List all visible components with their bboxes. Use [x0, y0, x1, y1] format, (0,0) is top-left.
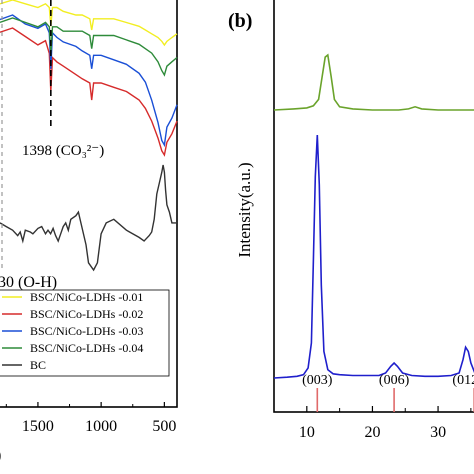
- xrd-x-ticks: 10 20 30: [299, 406, 472, 441]
- ftir-series-line: [0, 27, 178, 157]
- legend-box: [0, 289, 170, 377]
- legend-label: BSC/NiCo-LDHs -0.03: [30, 324, 143, 338]
- legend-label: BC: [30, 358, 46, 372]
- ftir-panel: 1398 (CO₃²⁻) 30 (O-H) BSC/NiCo-LDHs -0.0…: [0, 0, 178, 464]
- ftir-series-line: [0, 14, 178, 148]
- xrd-reference-lines: [316, 388, 474, 412]
- ftir-x-ticks: 1500 1000 500: [5, 402, 176, 435]
- ftir-x-tick-label: 1000: [85, 418, 117, 435]
- xrd-series-line: [273, 134, 474, 379]
- xrd-peak-label: (012): [452, 373, 474, 388]
- xrd-peak-label: (006): [379, 373, 410, 388]
- co3-annotation: 1398 (CO₃²⁻): [22, 143, 104, 159]
- xrd-x-tick-label: 30: [430, 424, 446, 441]
- ftir-plot-frame: [0, 0, 178, 408]
- xrd-panel: (b) Intensity(a.u.) (003) (006) (012) 10 20…: [228, 0, 474, 441]
- xrd-x-tick-label: 20: [364, 424, 380, 441]
- xrd-plot-frame: [273, 0, 474, 413]
- ftir-x-tick-label: 1500: [22, 418, 54, 435]
- xrd-series-line: [273, 53, 474, 111]
- ftir-x-tick-label: 500: [152, 418, 176, 435]
- xrd-series-group: [273, 53, 474, 379]
- xrd-peak-labels: (003) (006) (012): [302, 373, 474, 388]
- ftir-x-axis-fragment: ): [0, 447, 1, 464]
- ftir-series-line: [0, 0, 178, 47]
- xrd-y-axis-label: Intensity(a.u.): [235, 162, 254, 257]
- xrd-peak-label: (003): [302, 373, 333, 388]
- oh-annotation: 30 (O-H): [0, 274, 57, 291]
- panel-b-label: (b): [228, 10, 252, 32]
- legend-label: BSC/NiCo-LDHs -0.01: [30, 290, 143, 304]
- ftir-series-line: [0, 164, 177, 272]
- ftir-series-line: [0, 17, 178, 77]
- legend-label: BSC/NiCo-LDHs -0.04: [30, 341, 143, 355]
- xrd-x-tick-label: 10: [299, 424, 315, 441]
- ftir-legend: BSC/NiCo-LDHs -0.01 BSC/NiCo-LDHs -0.02 BS…: [0, 289, 170, 377]
- ftir-series-group: [0, 0, 178, 272]
- legend-label: BSC/NiCo-LDHs -0.02: [30, 307, 143, 321]
